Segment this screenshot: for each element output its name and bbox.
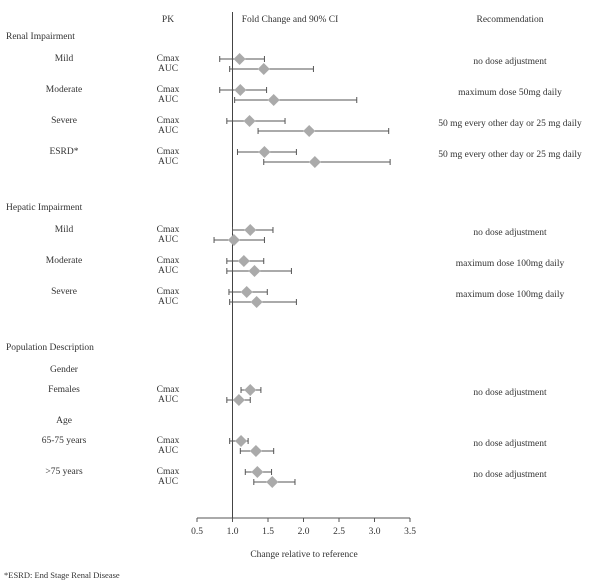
plot-header: Fold Change and 90% CI — [242, 15, 339, 25]
point-estimate — [234, 84, 247, 96]
section-title: Renal Impairment — [6, 32, 75, 42]
point-estimate — [237, 255, 250, 267]
group-label: Moderate — [46, 85, 82, 95]
x-tick-label: 1.5 — [262, 527, 274, 537]
group-label: >75 years — [45, 467, 83, 477]
subheading: Age — [56, 416, 72, 426]
point-estimate — [257, 63, 270, 75]
point-estimate — [303, 125, 316, 137]
point-estimate — [232, 394, 245, 406]
x-axis-title: Change relative to reference — [250, 549, 357, 560]
pk-label: Cmax — [157, 116, 180, 126]
pk-label: AUC — [158, 95, 178, 105]
point-estimate — [258, 146, 271, 158]
section-title: Population Description — [6, 343, 94, 353]
pk-label: AUC — [158, 235, 178, 245]
pk-label: AUC — [158, 477, 178, 487]
point-estimate — [248, 265, 261, 277]
recommendation: no dose adjustment — [473, 439, 547, 449]
x-tick-label: 3.5 — [404, 527, 416, 537]
recommendation: maximum dose 100mg daily — [456, 290, 565, 300]
group-label: Moderate — [46, 256, 82, 266]
pk-label: Cmax — [157, 85, 180, 95]
recommendation-header: Recommendation — [476, 15, 543, 25]
recommendation: no dose adjustment — [473, 388, 547, 398]
x-tick-label: 3.0 — [369, 527, 381, 537]
point-estimate — [267, 94, 280, 106]
group-label: Severe — [51, 116, 77, 126]
point-estimate — [249, 445, 262, 457]
group-label: 65-75 years — [42, 436, 87, 446]
pk-label: AUC — [158, 395, 178, 405]
recommendation: no dose adjustment — [473, 470, 547, 480]
footnote: *ESRD: End Stage Renal Disease — [4, 570, 120, 580]
pk-label: Cmax — [157, 256, 180, 266]
x-tick-label: 0.5 — [191, 527, 203, 537]
recommendation: no dose adjustment — [473, 57, 547, 67]
pk-label: Cmax — [157, 54, 180, 64]
x-tick-label: 2.0 — [298, 527, 310, 537]
pk-label: AUC — [158, 126, 178, 136]
section-title: Hepatic Impairment — [6, 203, 83, 213]
pk-label: AUC — [158, 266, 178, 276]
recommendation: 50 mg every other day or 25 mg daily — [438, 150, 582, 160]
pk-label: Cmax — [157, 467, 180, 477]
group-label: Severe — [51, 287, 77, 297]
pk-label: Cmax — [157, 287, 180, 297]
pk-label: Cmax — [157, 225, 180, 235]
pk-label: AUC — [158, 297, 178, 307]
pk-label: Cmax — [157, 147, 180, 157]
point-estimate — [240, 286, 253, 298]
pk-label: AUC — [158, 64, 178, 74]
group-label: ESRD* — [49, 147, 78, 157]
point-estimate — [227, 234, 240, 246]
group-label: Females — [48, 385, 80, 395]
pk-label: AUC — [158, 446, 178, 456]
point-estimate — [266, 476, 279, 488]
point-estimate — [235, 435, 248, 447]
pk-label: Cmax — [157, 385, 180, 395]
recommendation: 50 mg every other day or 25 mg daily — [438, 119, 582, 129]
point-estimate — [243, 115, 256, 127]
point-estimate — [251, 466, 264, 478]
point-estimate — [233, 53, 246, 65]
point-estimate — [250, 296, 263, 308]
recommendation: no dose adjustment — [473, 228, 547, 238]
point-estimate — [308, 156, 321, 168]
point-estimate — [244, 224, 257, 236]
point-estimate — [244, 384, 257, 396]
recommendation: maximum dose 50mg daily — [458, 88, 562, 98]
x-tick-label: 2.5 — [333, 527, 345, 537]
pk-label: AUC — [158, 157, 178, 167]
subheading: Gender — [50, 365, 79, 375]
recommendation: maximum dose 100mg daily — [456, 259, 565, 269]
x-tick-label: 1.0 — [227, 527, 239, 537]
group-label: Mild — [55, 54, 74, 64]
group-label: Mild — [55, 225, 74, 235]
pk-header: PK — [162, 15, 174, 25]
pk-label: Cmax — [157, 436, 180, 446]
